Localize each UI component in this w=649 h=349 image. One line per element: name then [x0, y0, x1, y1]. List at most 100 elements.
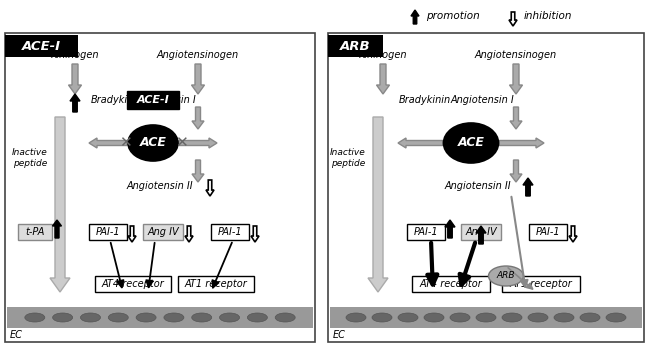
- Bar: [330, 307, 642, 328]
- Bar: [502, 276, 580, 292]
- Text: inhibition: inhibition: [524, 11, 572, 21]
- Text: Inactive
peptide: Inactive peptide: [11, 148, 47, 168]
- Ellipse shape: [80, 313, 101, 322]
- Ellipse shape: [219, 313, 239, 322]
- Text: EC: EC: [333, 330, 346, 340]
- FancyArrow shape: [251, 226, 259, 242]
- Ellipse shape: [502, 313, 522, 322]
- Text: promotion: promotion: [426, 11, 480, 21]
- FancyArrow shape: [510, 160, 522, 182]
- Text: Angiotensinogen: Angiotensinogen: [475, 50, 557, 60]
- Text: ACE-I: ACE-I: [21, 39, 60, 52]
- Text: ARB: ARB: [496, 272, 515, 281]
- Ellipse shape: [580, 313, 600, 322]
- Text: Inactive
peptide: Inactive peptide: [329, 148, 365, 168]
- FancyArrow shape: [510, 107, 522, 129]
- Text: Angiotensinogen: Angiotensinogen: [157, 50, 239, 60]
- FancyArrow shape: [50, 117, 70, 292]
- FancyArrow shape: [499, 138, 544, 148]
- FancyArrow shape: [445, 220, 455, 238]
- Text: ACE: ACE: [458, 136, 484, 149]
- Ellipse shape: [554, 313, 574, 322]
- Bar: [127, 91, 179, 109]
- Bar: [211, 224, 249, 240]
- Ellipse shape: [53, 313, 73, 322]
- Text: Angiotensin II: Angiotensin II: [127, 181, 193, 191]
- Text: Kininogen: Kininogen: [51, 50, 99, 60]
- Bar: [7, 307, 313, 328]
- Text: ✕: ✕: [175, 135, 188, 150]
- Text: ARB: ARB: [339, 39, 371, 52]
- FancyArrow shape: [192, 107, 204, 129]
- Bar: [328, 35, 383, 57]
- Ellipse shape: [398, 313, 418, 322]
- Text: PAI-1: PAI-1: [535, 227, 560, 237]
- Ellipse shape: [443, 123, 498, 163]
- FancyArrow shape: [509, 64, 522, 94]
- Ellipse shape: [247, 313, 267, 322]
- Text: AT1 receptor: AT1 receptor: [184, 279, 247, 289]
- Ellipse shape: [424, 313, 444, 322]
- Text: Ang IV: Ang IV: [465, 227, 497, 237]
- Bar: [529, 224, 567, 240]
- FancyArrow shape: [206, 180, 214, 196]
- Text: Kininogen: Kininogen: [359, 50, 408, 60]
- FancyArrow shape: [411, 10, 419, 24]
- Text: AT4 receptor: AT4 receptor: [420, 279, 482, 289]
- Bar: [5, 33, 315, 342]
- Text: Angiotensin II: Angiotensin II: [445, 181, 511, 191]
- FancyArrow shape: [569, 226, 577, 242]
- Text: ACE-I: ACE-I: [137, 95, 169, 105]
- Text: ✕: ✕: [119, 135, 131, 150]
- Ellipse shape: [275, 313, 295, 322]
- FancyArrow shape: [70, 94, 80, 112]
- Ellipse shape: [450, 313, 470, 322]
- Ellipse shape: [128, 125, 178, 161]
- Bar: [328, 33, 644, 342]
- Text: Bradykinin: Bradykinin: [399, 95, 451, 105]
- Text: PAI-1: PAI-1: [95, 227, 120, 237]
- Ellipse shape: [528, 313, 548, 322]
- Bar: [89, 224, 127, 240]
- Bar: [461, 224, 501, 240]
- Text: PAI-1: PAI-1: [413, 227, 438, 237]
- Text: EC: EC: [10, 330, 23, 340]
- Text: Bradykinin: Bradykinin: [91, 95, 143, 105]
- Bar: [412, 276, 490, 292]
- Bar: [18, 224, 52, 240]
- FancyArrow shape: [128, 226, 136, 242]
- Text: Angiotensin I: Angiotensin I: [132, 95, 196, 105]
- Text: AT4 receptor: AT4 receptor: [102, 279, 164, 289]
- FancyArrow shape: [398, 138, 443, 148]
- Text: PAI-1: PAI-1: [217, 227, 242, 237]
- FancyArrow shape: [509, 12, 517, 26]
- Ellipse shape: [136, 313, 156, 322]
- Bar: [178, 276, 254, 292]
- Ellipse shape: [372, 313, 392, 322]
- FancyArrow shape: [69, 64, 82, 94]
- FancyArrow shape: [192, 160, 204, 182]
- Ellipse shape: [489, 266, 524, 286]
- FancyArrow shape: [53, 220, 62, 238]
- Bar: [95, 276, 171, 292]
- Ellipse shape: [108, 313, 129, 322]
- Ellipse shape: [164, 313, 184, 322]
- Text: t-PA: t-PA: [25, 227, 45, 237]
- Text: ACE: ACE: [140, 136, 166, 149]
- FancyArrow shape: [476, 226, 486, 244]
- Bar: [143, 224, 183, 240]
- FancyArrow shape: [523, 178, 533, 196]
- Ellipse shape: [606, 313, 626, 322]
- Text: Ang IV: Ang IV: [147, 227, 179, 237]
- Ellipse shape: [191, 313, 212, 322]
- Ellipse shape: [346, 313, 366, 322]
- FancyArrow shape: [191, 64, 204, 94]
- FancyArrow shape: [376, 64, 389, 94]
- Text: AT1 receptor: AT1 receptor: [509, 279, 572, 289]
- FancyArrow shape: [185, 226, 193, 242]
- Bar: [407, 224, 445, 240]
- Ellipse shape: [476, 313, 496, 322]
- FancyArrow shape: [179, 138, 217, 148]
- FancyArrow shape: [368, 117, 388, 292]
- FancyArrow shape: [89, 138, 127, 148]
